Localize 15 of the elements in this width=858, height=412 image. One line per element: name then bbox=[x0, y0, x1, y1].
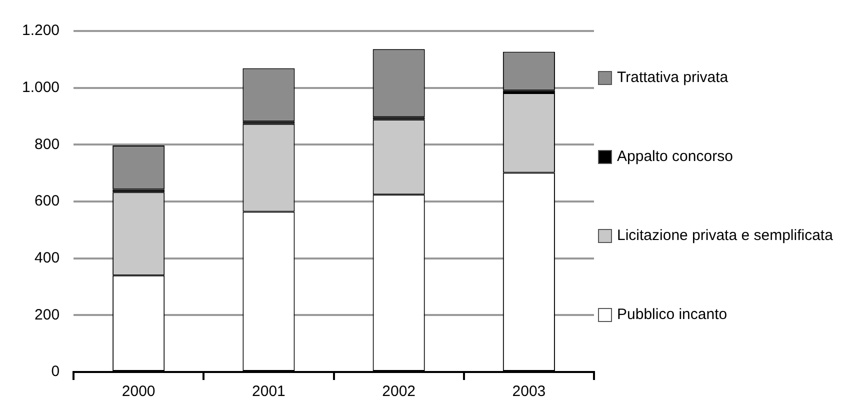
y-tick-label: 800 bbox=[34, 136, 60, 153]
y-tick-label: 1.000 bbox=[22, 78, 60, 96]
x-tick-label: 2003 bbox=[512, 383, 546, 400]
legend-label: Licitazione privata e semplificata bbox=[617, 227, 833, 244]
x-tick-label: 2002 bbox=[382, 383, 416, 400]
y-tick-label: 400 bbox=[34, 249, 60, 266]
y-tick-label: 600 bbox=[34, 192, 60, 210]
y-tick-label: 1.200 bbox=[22, 22, 60, 40]
y-tick-label: 0 bbox=[51, 363, 60, 380]
y-tick-label: 200 bbox=[34, 306, 60, 324]
x-tick-label: 2001 bbox=[252, 383, 286, 400]
x-tick-label: 2000 bbox=[122, 383, 156, 400]
text: Pubblico incanto bbox=[617, 306, 728, 323]
legend-label: Trattativa privata bbox=[617, 69, 728, 86]
legend-label: Appalto concorso bbox=[617, 148, 733, 165]
